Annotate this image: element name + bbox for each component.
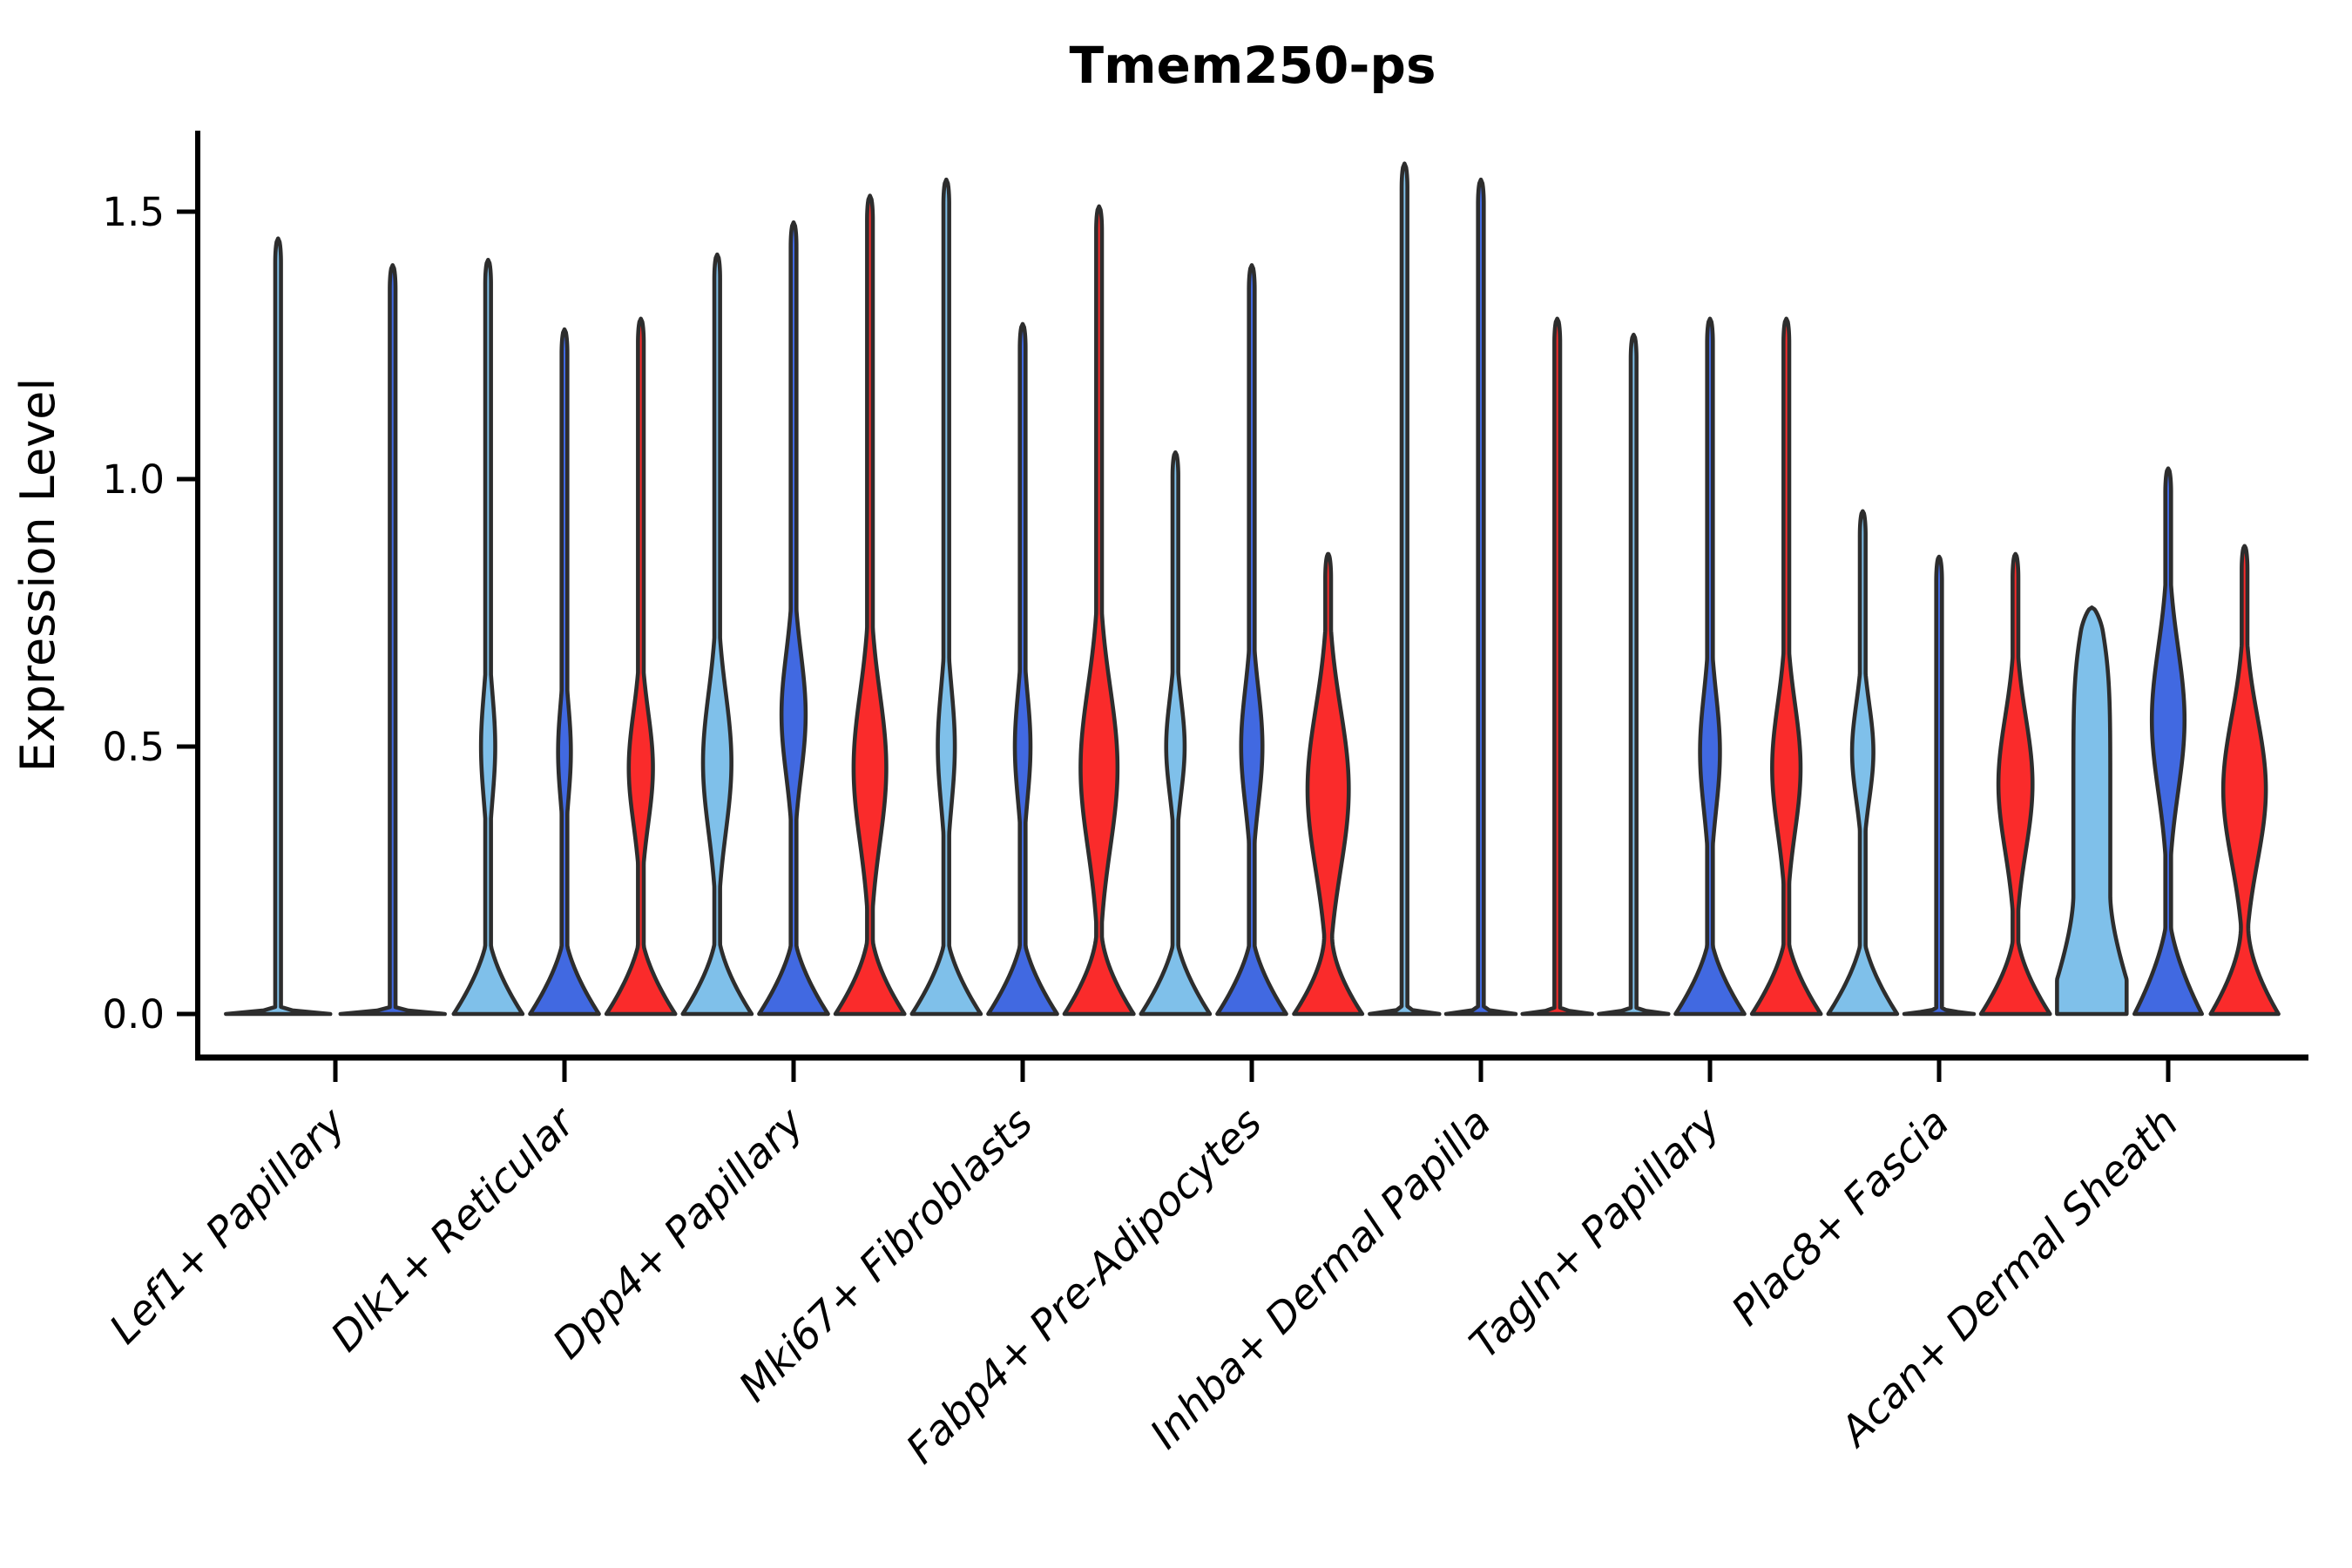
violin-tagln-papillary-red (1749, 316, 1823, 1017)
axes-layer (177, 131, 2308, 1082)
violin-mki67-fibroblasts-dark_blue (986, 321, 1059, 1017)
violin-dlk1-reticular-light_blue (451, 257, 525, 1017)
x-tick-label: Tagln+ Papillary (1461, 1098, 1731, 1369)
violin-fabp4-pre-adipocytes-dark_blue (1215, 263, 1288, 1017)
violin-dpp4-papillary-light_blue (680, 252, 754, 1017)
violin-acan-dermal-sheath-dark_blue (2132, 466, 2205, 1017)
violin-inhba-dermal-papilla-light_blue (1368, 161, 1442, 1017)
violin-dpp4-papillary-red (833, 193, 907, 1017)
violins-layer (224, 161, 2281, 1017)
violin-inhba-dermal-papilla-red (1520, 316, 1594, 1017)
x-tick-label: Lef1+ Papillary (100, 1098, 355, 1354)
violin-plac8-fascia-dark_blue (1902, 554, 1977, 1017)
x-tick-label: Dpp4+ Papillary (544, 1098, 814, 1369)
violin-tagln-papillary-light_blue (1597, 332, 1671, 1017)
violin-acan-dermal-sheath-red (2208, 544, 2281, 1017)
y-axis-label: Expression Level (10, 378, 65, 773)
violin-dlk1-reticular-red (604, 316, 678, 1017)
violin-inhba-dermal-papilla-dark_blue (1443, 177, 1518, 1017)
violin-fabp4-pre-adipocytes-red (1292, 551, 1365, 1017)
violin-dpp4-papillary-dark_blue (757, 220, 830, 1017)
violin-lef1-papillary-dark_blue (338, 263, 447, 1017)
y-tick-label: 1.0 (102, 456, 165, 503)
violin-plac8-fascia-red (1978, 551, 2052, 1017)
violin-dlk1-reticular-dark_blue (528, 327, 601, 1017)
chart-title: Tmem250-ps (1070, 36, 1436, 95)
y-tick-label: 1.5 (102, 189, 165, 235)
x-tick-label: Dlk1+ Reticular (322, 1098, 586, 1362)
y-tick-label: 0.0 (102, 991, 165, 1037)
violin-lef1-papillary-light_blue (224, 236, 333, 1017)
x-tick-label: Plac8+ Fascia (1722, 1099, 1958, 1335)
violin-mki67-fibroblasts-light_blue (909, 177, 983, 1017)
violin-acan-dermal-sheath-light_blue (2055, 605, 2129, 1017)
violin-fabp4-pre-adipocytes-light_blue (1139, 450, 1213, 1017)
violin-mki67-fibroblasts-red (1062, 204, 1136, 1017)
y-tick-label: 0.5 (102, 724, 165, 770)
violin-tagln-papillary-dark_blue (1673, 316, 1747, 1017)
violin-plac8-fascia-light_blue (1826, 509, 1900, 1017)
